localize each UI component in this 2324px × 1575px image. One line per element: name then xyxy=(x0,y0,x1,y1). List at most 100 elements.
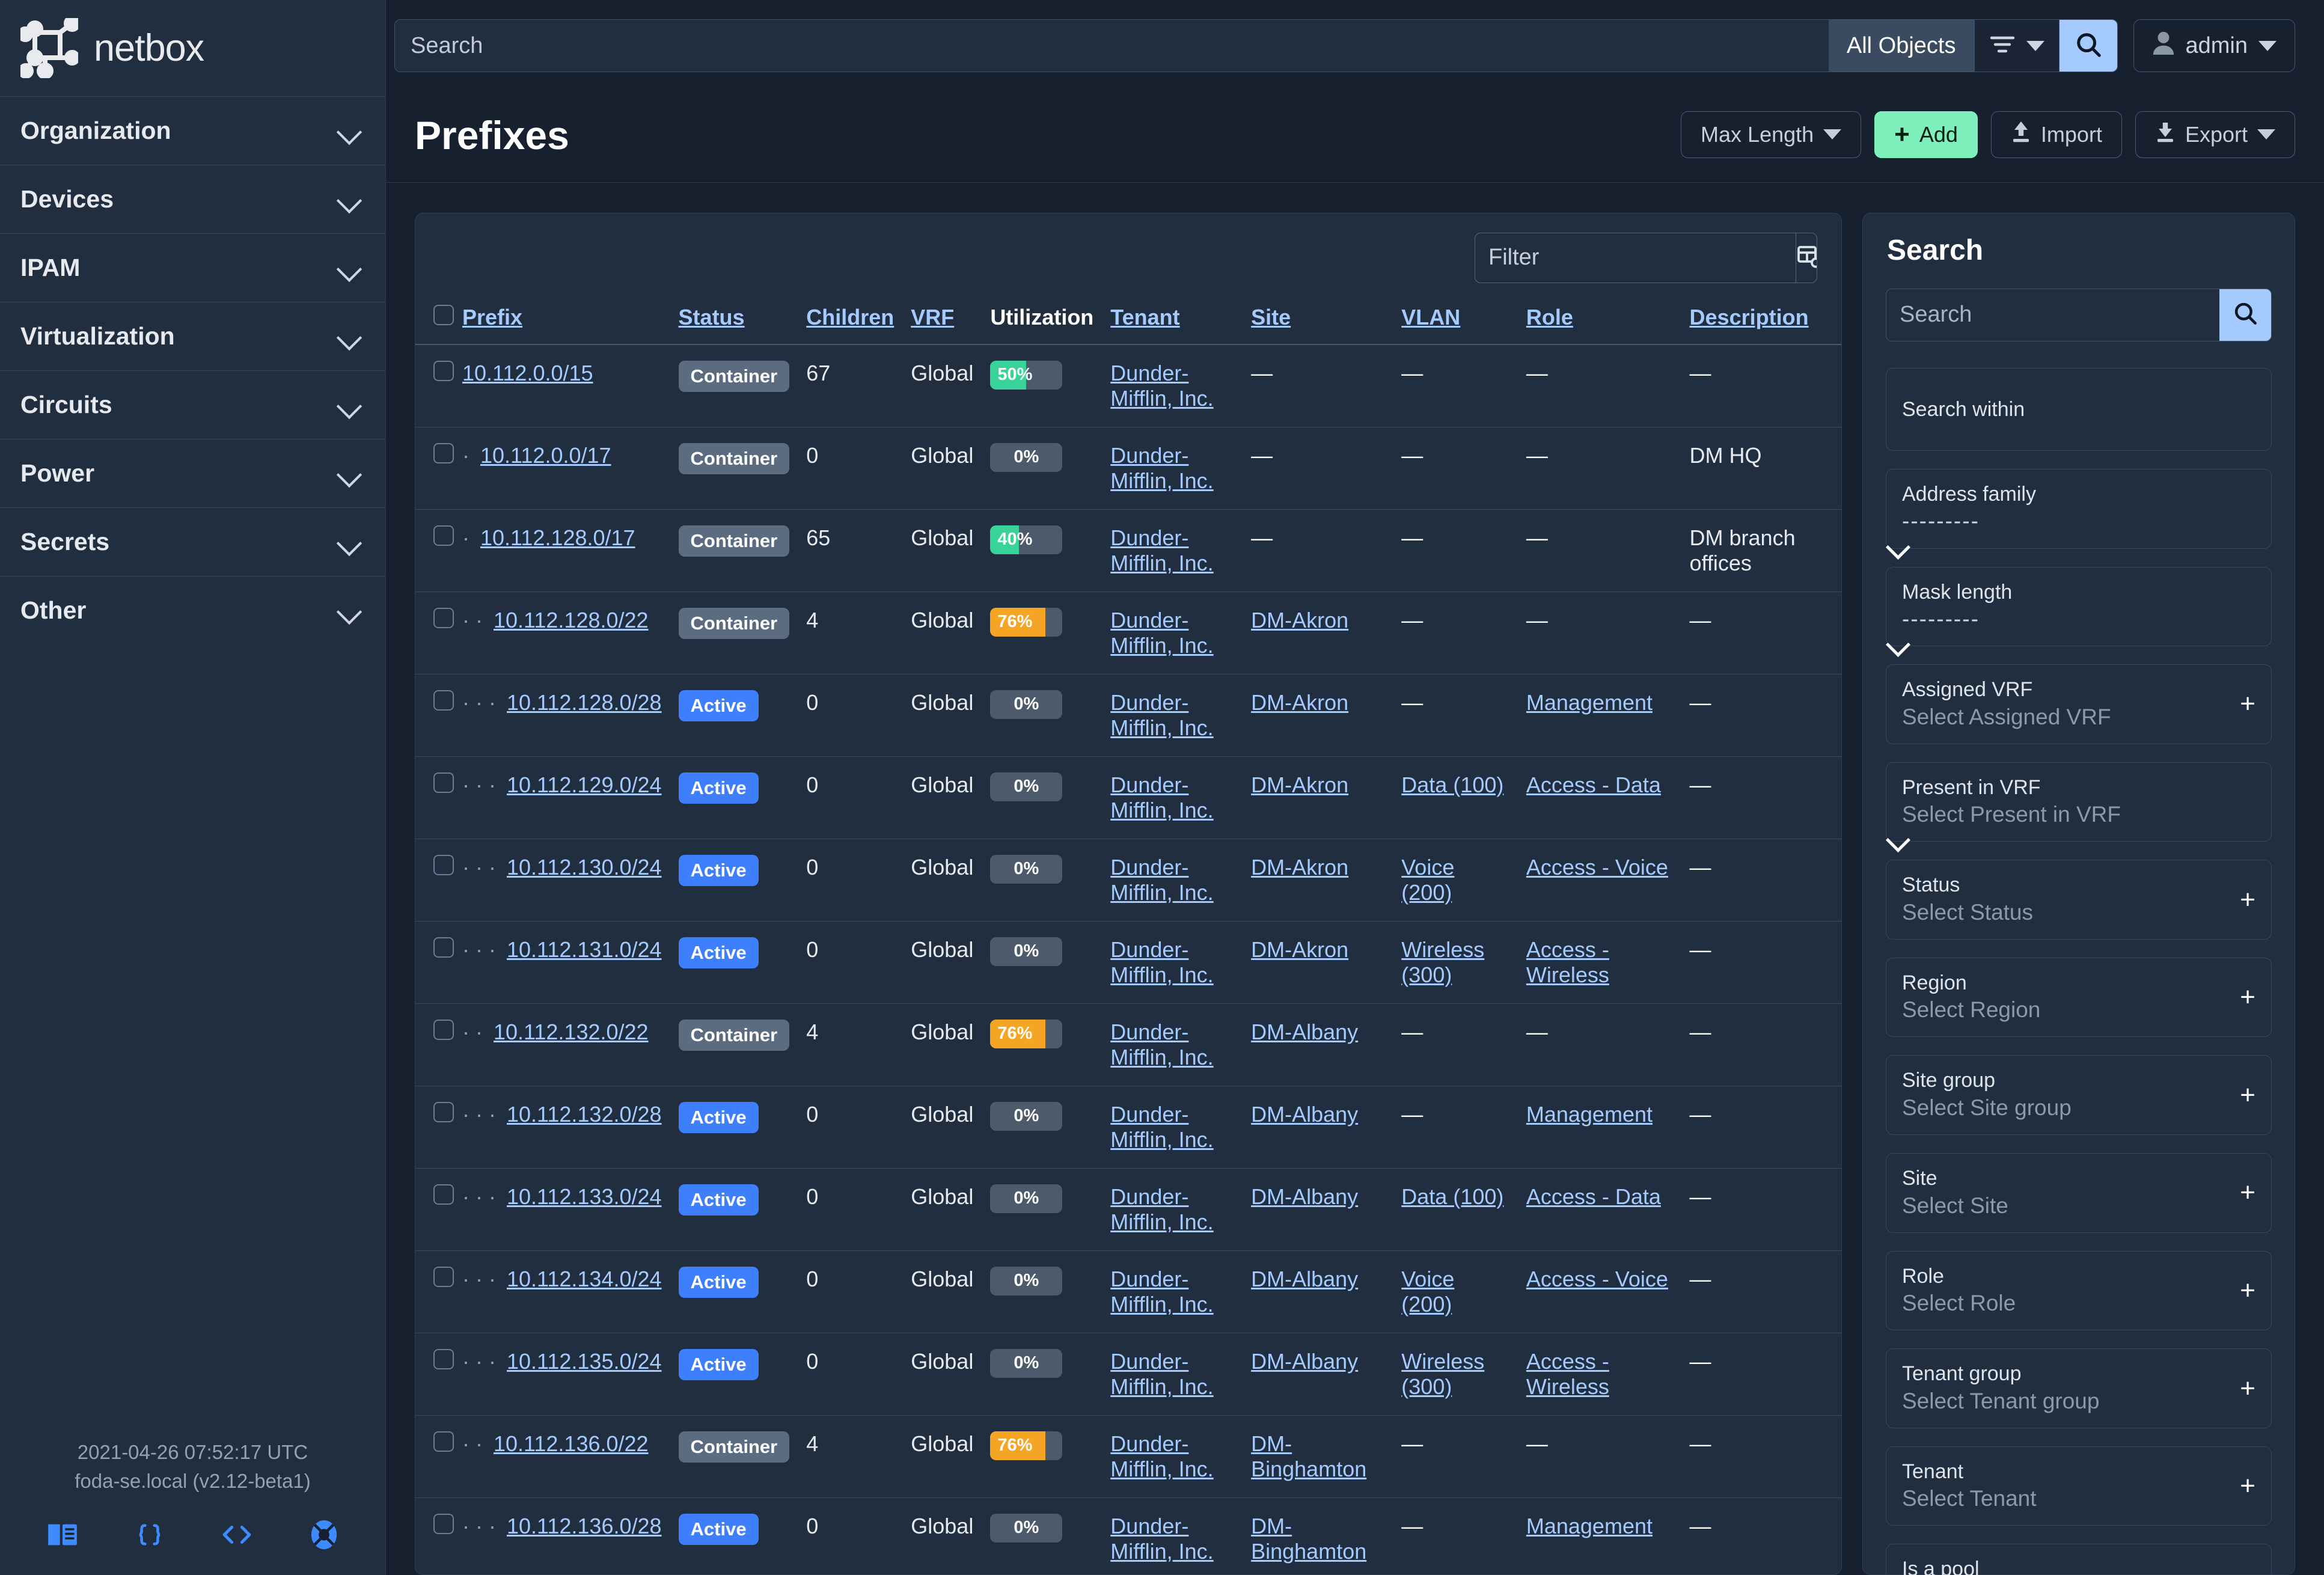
panel-search-submit-button[interactable] xyxy=(2219,289,2271,341)
sidebar-item-power[interactable]: Power xyxy=(0,439,385,507)
sort-site-link[interactable]: Site xyxy=(1251,305,1291,330)
export-button[interactable]: Export xyxy=(2135,111,2295,158)
prefix-link[interactable]: 10.112.136.0/22 xyxy=(493,1431,649,1456)
cell-link[interactable]: Access - Voice xyxy=(1526,1266,1668,1291)
prefix-link[interactable]: 10.112.128.0/22 xyxy=(493,607,649,632)
cell-link[interactable]: Access - Data xyxy=(1526,772,1661,797)
cell-link[interactable]: Dunder-Mifflin, Inc. xyxy=(1110,607,1214,658)
add-button[interactable]: + Add xyxy=(1874,111,1978,158)
filter-field-tenant[interactable]: Tenant Select Tenant + xyxy=(1886,1446,2272,1526)
sidebar-item-devices[interactable]: Devices xyxy=(0,165,385,233)
sort-role-link[interactable]: Role xyxy=(1526,305,1573,330)
sort-status-link[interactable]: Status xyxy=(678,305,745,330)
cell-link[interactable]: Management xyxy=(1526,1101,1653,1127)
cell-link[interactable]: Wireless (300) xyxy=(1401,937,1485,987)
prefix-link[interactable]: 10.112.132.0/28 xyxy=(506,1101,662,1127)
cell-link[interactable]: Dunder-Mifflin, Inc. xyxy=(1110,1513,1214,1564)
prefix-link[interactable]: 10.112.130.0/24 xyxy=(506,854,662,879)
cell-link[interactable]: Voice (200) xyxy=(1401,854,1455,905)
row-checkbox[interactable] xyxy=(433,607,454,628)
prefix-link[interactable]: 10.112.129.0/24 xyxy=(506,772,662,797)
sort-children-link[interactable]: Children xyxy=(806,305,894,330)
cell-link[interactable]: Dunder-Mifflin, Inc. xyxy=(1110,360,1214,411)
prefix-link[interactable]: 10.112.134.0/24 xyxy=(506,1266,662,1291)
cell-link[interactable]: DM-Akron xyxy=(1251,607,1349,632)
sort-prefix-link[interactable]: Prefix xyxy=(462,305,523,330)
filter-field-search-within[interactable]: Search within xyxy=(1886,367,2272,451)
sidebar-item-virtualization[interactable]: Virtualization xyxy=(0,302,385,370)
cell-link[interactable]: Data (100) xyxy=(1401,1184,1504,1209)
prefix-link[interactable]: 10.112.132.0/22 xyxy=(493,1019,649,1044)
row-checkbox[interactable] xyxy=(433,937,454,958)
cell-link[interactable]: DM-Albany xyxy=(1251,1101,1359,1127)
filter-field-site-group[interactable]: Site group Select Site group + xyxy=(1886,1055,2272,1136)
cell-link[interactable]: Dunder-Mifflin, Inc. xyxy=(1110,1184,1214,1234)
filter-field-status[interactable]: Status Select Status + xyxy=(1886,860,2272,940)
cell-link[interactable]: Access - Wireless xyxy=(1526,937,1609,987)
object-type-selector[interactable]: All Objects xyxy=(1828,20,1974,72)
row-checkbox[interactable] xyxy=(433,1101,454,1122)
code-brackets-icon[interactable] xyxy=(222,1523,252,1549)
row-checkbox[interactable] xyxy=(433,1184,454,1205)
row-checkbox[interactable] xyxy=(433,854,454,875)
table-configure-button[interactable] xyxy=(1796,233,1817,283)
prefix-link[interactable]: 10.112.136.0/28 xyxy=(506,1513,662,1538)
prefix-link[interactable]: 10.112.0.0/15 xyxy=(462,360,593,385)
filter-field-assigned-vrf[interactable]: Assigned VRF Select Assigned VRF + xyxy=(1886,664,2272,744)
cell-link[interactable]: Dunder-Mifflin, Inc. xyxy=(1110,854,1214,905)
filter-field-mask-length[interactable]: Mask length --------- xyxy=(1886,566,2272,647)
sidebar-item-circuits[interactable]: Circuits xyxy=(0,370,385,439)
cell-link[interactable]: DM-Binghamton xyxy=(1251,1431,1367,1481)
select-all-checkbox[interactable] xyxy=(433,304,454,325)
user-menu-button[interactable]: admin xyxy=(2133,19,2295,73)
sort-tenant-link[interactable]: Tenant xyxy=(1110,305,1180,330)
prefix-link[interactable]: 10.112.135.0/24 xyxy=(506,1348,662,1374)
panel-search-input[interactable] xyxy=(1886,289,2219,341)
sidebar-item-other[interactable]: Other xyxy=(0,576,385,644)
cell-link[interactable]: Dunder-Mifflin, Inc. xyxy=(1110,1019,1214,1069)
cell-link[interactable]: DM-Albany xyxy=(1251,1019,1359,1044)
sidebar-item-organization[interactable]: Organization xyxy=(0,96,385,165)
row-checkbox[interactable] xyxy=(433,772,454,793)
filter-field-site[interactable]: Site Select Site + xyxy=(1886,1153,2272,1233)
filter-field-region[interactable]: Region Select Region + xyxy=(1886,957,2272,1038)
import-button[interactable]: Import xyxy=(1990,111,2122,158)
sort-vlan-link[interactable]: VLAN xyxy=(1401,305,1461,330)
cell-link[interactable]: DM-Akron xyxy=(1251,937,1349,962)
cell-link[interactable]: Dunder-Mifflin, Inc. xyxy=(1110,937,1214,987)
cell-link[interactable]: Dunder-Mifflin, Inc. xyxy=(1110,772,1214,822)
prefix-link[interactable]: 10.112.133.0/24 xyxy=(506,1184,662,1209)
row-checkbox[interactable] xyxy=(433,1513,454,1534)
cell-link[interactable]: DM-Albany xyxy=(1251,1266,1359,1291)
cell-link[interactable]: Management xyxy=(1526,1513,1653,1538)
row-checkbox[interactable] xyxy=(433,442,454,463)
cell-link[interactable]: Data (100) xyxy=(1401,772,1504,797)
row-checkbox[interactable] xyxy=(433,360,454,381)
filter-field-tenant-group[interactable]: Tenant group Select Tenant group + xyxy=(1886,1348,2272,1428)
prefix-link[interactable]: 10.112.128.0/17 xyxy=(480,525,635,550)
cell-link[interactable]: Voice (200) xyxy=(1401,1266,1455,1317)
sort-description-link[interactable]: Description xyxy=(1689,305,1809,330)
brand-logo-link[interactable]: netbox xyxy=(0,0,385,96)
cell-link[interactable]: DM-Akron xyxy=(1251,854,1349,879)
filter-field-role[interactable]: Role Select Role + xyxy=(1886,1250,2272,1331)
cell-link[interactable]: DM-Albany xyxy=(1251,1184,1359,1209)
row-checkbox[interactable] xyxy=(433,690,454,711)
cell-link[interactable]: Dunder-Mifflin, Inc. xyxy=(1110,442,1214,493)
cell-link[interactable]: Dunder-Mifflin, Inc. xyxy=(1110,690,1214,740)
sort-vrf-link[interactable]: VRF xyxy=(911,305,955,330)
cell-link[interactable]: Dunder-Mifflin, Inc. xyxy=(1110,1348,1214,1399)
cell-link[interactable]: Dunder-Mifflin, Inc. xyxy=(1110,1431,1214,1481)
filter-field-present-in-vrf[interactable]: Present in VRF Select Present in VRF xyxy=(1886,762,2272,842)
cell-link[interactable]: Dunder-Mifflin, Inc. xyxy=(1110,1101,1214,1152)
cell-link[interactable]: Access - Wireless xyxy=(1526,1348,1609,1399)
cell-link[interactable]: DM-Akron xyxy=(1251,772,1349,797)
table-filter-input[interactable] xyxy=(1475,233,1796,283)
cell-link[interactable]: Wireless (300) xyxy=(1401,1348,1485,1399)
cell-link[interactable]: Access - Voice xyxy=(1526,854,1668,879)
cell-link[interactable]: DM-Akron xyxy=(1251,690,1349,715)
global-search-submit-button[interactable] xyxy=(2059,20,2117,72)
api-braces-icon[interactable] xyxy=(136,1521,164,1551)
prefix-link[interactable]: 10.112.0.0/17 xyxy=(480,442,611,468)
row-checkbox[interactable] xyxy=(433,1431,454,1452)
